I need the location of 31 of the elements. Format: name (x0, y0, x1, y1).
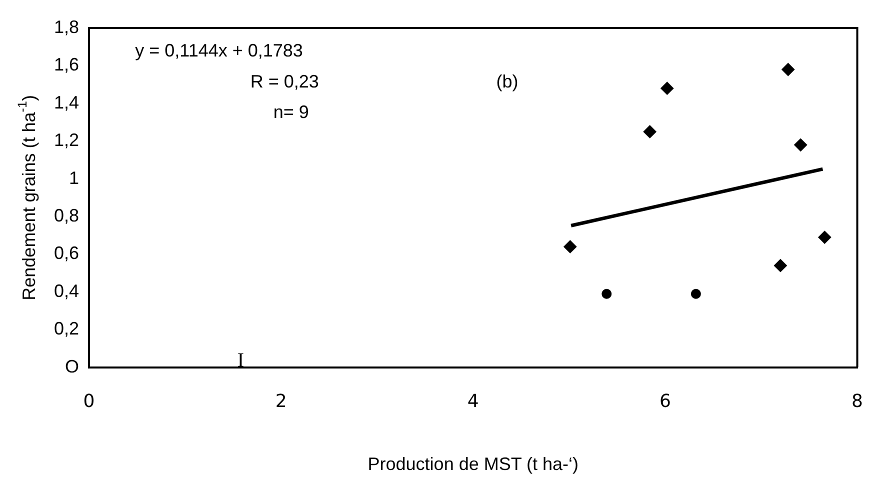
annotation: (b) (496, 71, 518, 92)
point (643, 125, 656, 138)
point (794, 138, 808, 152)
point (564, 240, 577, 254)
point (690, 288, 701, 299)
point (660, 82, 674, 95)
x-tick-label: 0 (83, 390, 95, 412)
y-tick-label: 1,2 (54, 130, 80, 150)
y-axis-title: Rendement grains (t ha-1) (15, 95, 39, 300)
x-tick-label: 8 (852, 390, 863, 412)
annotation: y = 0,1144x + 0,1783 (135, 40, 303, 61)
point (782, 62, 795, 76)
y-tick-label: 0,2 (54, 318, 80, 339)
y-tick-label: 0,6 (54, 243, 80, 264)
x-tick-label: 6 (659, 390, 671, 412)
y-tick-label: 1 (69, 168, 80, 188)
x-axis-title: Production de MST (t ha-‘) (368, 454, 579, 474)
point (818, 230, 832, 244)
y-tick-label: 0,4 (54, 280, 80, 301)
y-tick-label: 1,6 (54, 54, 80, 75)
annotation: n= 9 (273, 102, 309, 122)
x-tick-label: 2 (275, 390, 287, 412)
y-tick-label: 0,8 (54, 206, 80, 226)
y-tick-label: 1,8 (54, 16, 80, 37)
annotation: R = 0,23 (250, 71, 319, 92)
annotation: I (237, 350, 244, 372)
point (774, 259, 787, 272)
y-tick-label: 1,4 (54, 92, 80, 112)
x-tick-label: 4 (467, 390, 479, 412)
y-tick-label: O (65, 356, 80, 376)
point (602, 288, 612, 299)
